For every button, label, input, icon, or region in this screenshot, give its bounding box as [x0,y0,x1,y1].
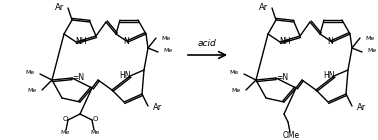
Text: N: N [123,38,129,46]
Text: O: O [92,116,98,122]
Text: Ar: Ar [357,102,366,111]
Text: Me: Me [28,88,37,94]
Text: Me: Me [232,88,241,94]
Text: NH: NH [75,37,87,46]
Text: Ar: Ar [55,3,64,11]
Text: N: N [327,38,333,46]
Text: =N: =N [276,74,288,82]
Text: Ar: Ar [153,102,162,111]
Text: acid: acid [198,39,217,48]
Text: Me: Me [367,48,376,53]
Text: OMe: OMe [282,131,299,140]
Text: Me: Me [161,37,170,41]
Text: HN: HN [323,71,335,80]
Text: Me: Me [230,71,239,75]
Text: Me: Me [163,48,172,53]
Text: Me: Me [26,71,35,75]
Text: =N: =N [72,74,84,82]
Text: Me: Me [365,37,374,41]
Text: O: O [62,116,68,122]
Text: Me: Me [60,130,70,136]
Text: Me: Me [90,130,100,136]
Text: NH: NH [279,37,291,46]
Text: HN: HN [119,71,131,80]
Text: Ar: Ar [259,3,268,11]
